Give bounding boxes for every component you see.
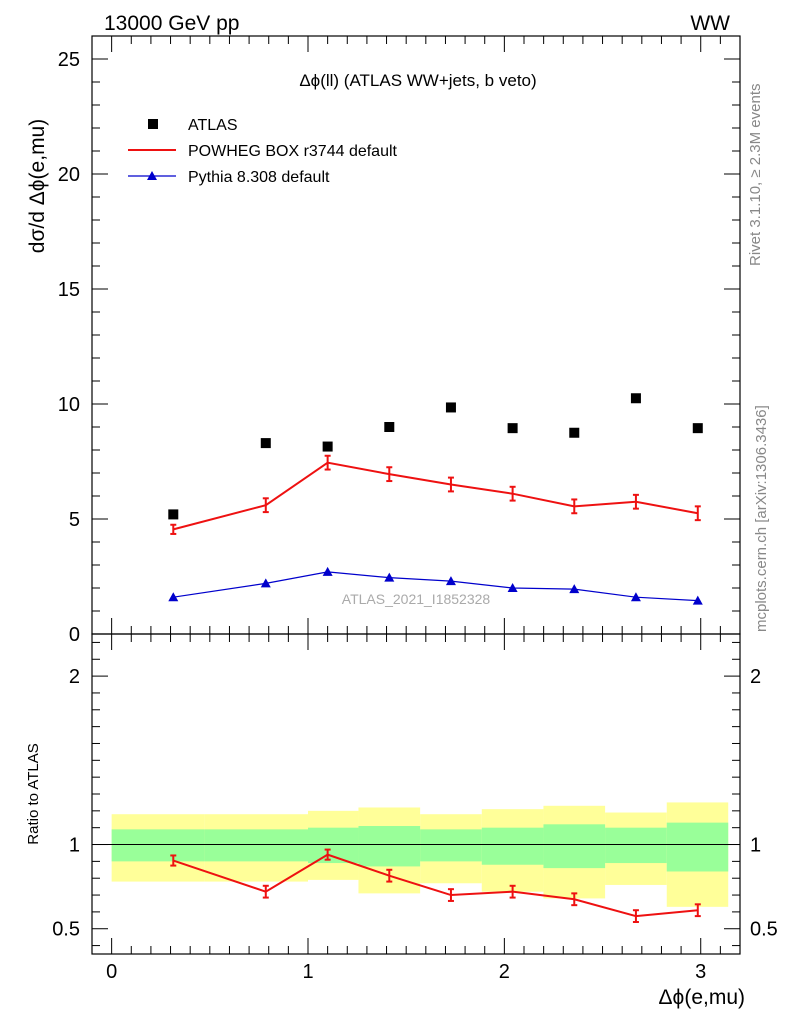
green-band — [543, 824, 606, 869]
x-tick-label: 0 — [106, 961, 117, 983]
header-right-label: WW — [690, 12, 730, 35]
green-band — [358, 826, 421, 867]
ratio-y-tick-label-left: 0.5 — [52, 919, 80, 941]
legend-marker-pythia-triangle — [147, 171, 157, 180]
atlas-point — [260, 438, 271, 449]
pythia-point — [322, 566, 333, 576]
powheg-line — [173, 461, 698, 531]
ratio-y-tick-label-right: 2 — [750, 666, 761, 688]
pythia-point — [445, 576, 456, 586]
atlas-point — [168, 509, 179, 520]
y-tick-label: 10 — [58, 394, 80, 416]
atlas-point — [445, 402, 456, 413]
y-tick-label: 0 — [69, 624, 80, 646]
ratio-y-tick-label-right: 1 — [750, 835, 761, 857]
atlas-point — [569, 427, 580, 438]
atlas-point — [630, 393, 641, 404]
pythia-point — [630, 592, 641, 602]
pythia-point — [384, 572, 395, 582]
x-tick-label: 1 — [302, 961, 313, 983]
x-axis-label: Δϕ(e,mu) — [659, 986, 745, 1009]
atlas-point — [692, 423, 703, 434]
pythia-point — [260, 578, 271, 588]
y-tick-label: 25 — [58, 49, 80, 71]
main-plot-series — [168, 393, 703, 605]
y-tick-label: 5 — [69, 509, 80, 531]
ratio-y-tick-label-left: 2 — [69, 666, 80, 688]
pythia-point — [507, 583, 518, 592]
main-plot-ticks: 0 5 10 15 20 25 — [58, 35, 740, 646]
y-tick-label: 15 — [58, 279, 80, 301]
mcplots-label: mcplots.cern.ch [arXiv:1306.3436] — [753, 405, 770, 632]
header-left-label: 13000 GeV pp — [104, 12, 239, 35]
ratio-series — [170, 848, 701, 923]
green-band — [420, 829, 482, 862]
green-band — [308, 827, 359, 864]
main-plot-title: Δϕ(ll) (ATLAS WW+jets, b veto) — [299, 71, 536, 90]
main-plot-panel: 0 5 10 15 20 25 Δϕ(ll) (ATLAS WW+jets, b veto… — [26, 35, 741, 646]
main-plot-y-axis-label: dσ/d Δϕ(e,mu) — [26, 119, 49, 253]
atlas-point — [322, 441, 333, 452]
atlas-point — [507, 423, 518, 434]
ratio-y-axis-label: Ratio to ATLAS — [25, 743, 42, 844]
legend-marker-atlas — [148, 119, 158, 129]
ratio-plot-ticks: 0.5 0.5 1 1 2 2 0 1 2 3 — [52, 634, 778, 983]
watermark: ATLAS_2021_I1852328 — [342, 591, 491, 607]
green-band — [111, 829, 205, 862]
ratio-plot-panel: 0.5 0.5 1 1 2 2 0 1 2 3 Ratio to ATLAS Δϕ(e,mu) — [25, 633, 778, 1009]
x-tick-label: 3 — [695, 961, 706, 983]
green-band — [204, 829, 308, 862]
green-band — [666, 822, 729, 872]
atlas-point — [384, 422, 395, 432]
x-tick-label: 2 — [499, 961, 510, 983]
legend-label: POWHEG BOX r3744 default — [188, 143, 398, 160]
legend-label: ATLAS — [188, 117, 238, 134]
ratio-bands — [111, 802, 729, 907]
rivet-version-label: Rivet 3.1.10, ≥ 2.3M events — [747, 84, 764, 267]
pythia-point — [569, 584, 580, 594]
pythia-point — [168, 592, 179, 602]
legend: ATLAS POWHEG BOX r3744 default Pythia 8.30… — [128, 117, 398, 186]
green-band — [605, 827, 667, 864]
ratio-plot-frame — [91, 633, 741, 955]
green-band — [481, 827, 544, 865]
legend-label: Pythia 8.308 default — [188, 169, 330, 186]
ratio-y-tick-label-left: 1 — [69, 835, 80, 857]
ratio-y-tick-label-right: 0.5 — [750, 919, 778, 941]
pythia-point — [692, 595, 703, 605]
y-tick-label: 20 — [58, 164, 80, 186]
